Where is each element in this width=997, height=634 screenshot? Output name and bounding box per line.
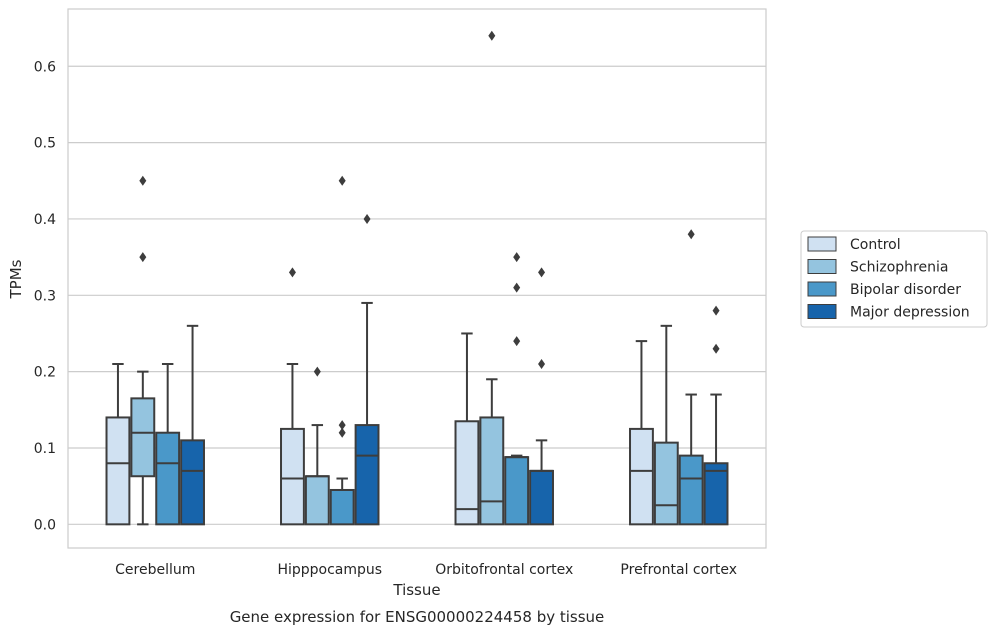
- x-tick-label: Cerebellum: [115, 562, 195, 578]
- box-bipolar-disorder: [504, 252, 530, 526]
- plot-frame: [67, 8, 767, 549]
- x-ticks: Cerebellum Hipppocampus Orbitofrontal cort…: [115, 562, 737, 578]
- outlier-point: [538, 267, 546, 278]
- box-iqr: [105, 416, 131, 526]
- outlier-point: [513, 336, 521, 347]
- outlier-point: [712, 343, 720, 354]
- box-schizophrenia: [130, 175, 156, 526]
- outlier-point: [513, 282, 521, 293]
- box-iqr: [454, 420, 480, 526]
- outlier-point: [538, 359, 546, 370]
- legend-label: Control: [850, 237, 901, 253]
- chart-caption: Gene expression for ENSG00000224458 by t…: [230, 608, 605, 626]
- box-control: [280, 267, 305, 526]
- box-iqr: [280, 427, 305, 526]
- box-iqr: [703, 462, 729, 526]
- legend-swatch: [807, 236, 837, 252]
- box-control: [629, 340, 654, 526]
- box-iqr: [155, 431, 181, 526]
- legend-swatch: [807, 281, 837, 297]
- outlier-point: [513, 252, 521, 263]
- outlier-point: [338, 175, 346, 186]
- box-iqr: [130, 397, 156, 478]
- y-ticks: 0.0 0.1 0.2 0.3 0.4 0.5 0.6: [34, 59, 56, 533]
- box-iqr: [354, 424, 380, 526]
- legend-label: Bipolar disorder: [850, 282, 961, 298]
- x-axis-label: Tissue: [392, 581, 440, 599]
- box-iqr: [329, 488, 355, 526]
- y-tick-label: 0.5: [34, 136, 56, 152]
- box-control: [105, 363, 131, 526]
- y-tick-label: 0.1: [34, 441, 56, 457]
- x-tick-label: Hipppocampus: [277, 562, 382, 578]
- legend: Control Schizophrenia Bipolar disorder Majo…: [800, 230, 988, 328]
- box-schizophrenia: [653, 324, 679, 526]
- outlier-point: [288, 267, 296, 278]
- outlier-point: [712, 305, 720, 316]
- box-schizophrenia: [304, 366, 330, 526]
- box-major-depression: [703, 305, 729, 526]
- outlier-point: [488, 30, 496, 41]
- box-control: [454, 332, 480, 526]
- box-iqr: [653, 441, 679, 526]
- outlier-point: [363, 213, 371, 224]
- y-tick-label: 0.0: [34, 517, 56, 533]
- box-schizophrenia: [479, 30, 505, 526]
- outlier-point: [338, 420, 346, 431]
- boxes: [105, 30, 729, 526]
- legend-label: Major depression: [850, 305, 970, 321]
- box-bipolar-disorder: [155, 363, 181, 526]
- y-tick-label: 0.3: [34, 288, 56, 304]
- legend-swatch: [807, 259, 837, 274]
- box-bipolar-disorder: [329, 175, 355, 526]
- box-iqr: [529, 469, 554, 526]
- outlier-point: [313, 366, 321, 377]
- x-tick-label: Prefrontal cortex: [620, 562, 737, 578]
- y-tick-label: 0.6: [34, 59, 56, 75]
- legend-frame: [800, 230, 988, 328]
- legend-label: Schizophrenia: [850, 260, 948, 276]
- box-major-depression: [354, 213, 380, 526]
- y-tick-label: 0.4: [34, 212, 56, 228]
- box-iqr: [304, 475, 330, 526]
- box-iqr: [479, 416, 505, 526]
- y-axis-label: TPMs: [7, 259, 25, 299]
- x-tick-label: Orbitofrontal cortex: [435, 562, 573, 578]
- box-bipolar-disorder: [678, 229, 704, 526]
- box-iqr: [504, 456, 530, 526]
- box-major-depression: [529, 267, 554, 526]
- legend-swatch: [807, 304, 837, 319]
- outlier-point: [139, 175, 147, 186]
- box-iqr: [629, 427, 654, 526]
- outlier-point: [139, 252, 147, 263]
- outlier-point: [687, 229, 695, 240]
- y-tick-label: 0.2: [34, 365, 56, 381]
- box-major-depression: [180, 324, 205, 526]
- box-iqr: [180, 439, 205, 526]
- box-iqr: [678, 454, 704, 526]
- outlier-point: [338, 427, 346, 438]
